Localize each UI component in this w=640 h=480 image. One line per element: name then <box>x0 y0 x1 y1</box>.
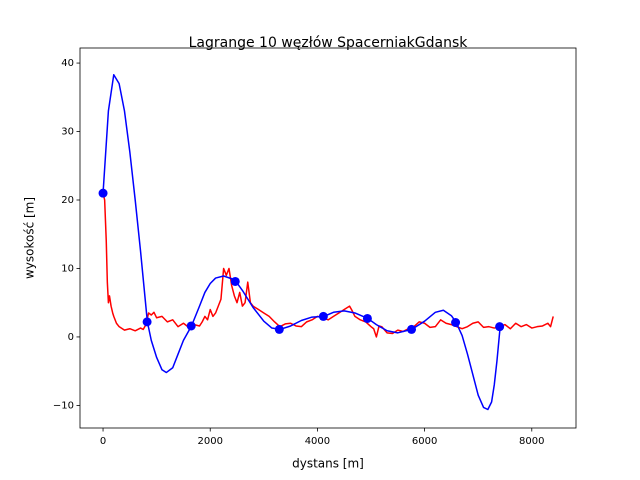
y-tick-label: 10 <box>61 263 74 274</box>
y-tick-label: 30 <box>61 127 74 138</box>
y-tick-label: −10 <box>53 400 74 411</box>
x-axis-label: dystans [m] <box>292 457 364 471</box>
node-point <box>318 311 328 321</box>
y-tick-label: 40 <box>61 58 74 69</box>
node-point <box>186 321 196 331</box>
plot-frame <box>79 47 577 429</box>
y-axis-label: wysokość [m] <box>23 197 37 279</box>
chart-title: Lagrange 10 węzłów SpacerniakGdansk <box>189 35 469 51</box>
node-point <box>98 188 108 198</box>
node-point <box>142 317 152 327</box>
node-point <box>274 324 284 334</box>
y-tick-label: 20 <box>61 195 74 206</box>
node-point <box>230 276 240 286</box>
y-tick-label: 0 <box>68 332 74 343</box>
x-tick-label: 0 <box>100 436 106 447</box>
node-point <box>451 318 461 328</box>
x-tick-label: 8000 <box>519 436 544 447</box>
x-tick-label: 4000 <box>305 436 330 447</box>
node-point <box>362 313 372 323</box>
x-tick-label: 2000 <box>198 436 223 447</box>
node-point <box>407 324 417 334</box>
node-point <box>495 322 505 332</box>
series-line <box>102 192 554 338</box>
x-tick-label: 6000 <box>412 436 437 447</box>
